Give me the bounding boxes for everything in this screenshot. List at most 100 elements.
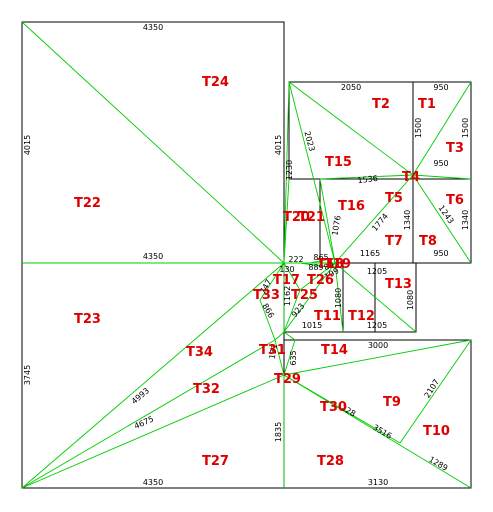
triangle-label-t33: T33	[253, 288, 280, 303]
triangle-label-t31: T31	[259, 343, 286, 358]
triangle-label-t24: T24	[202, 75, 229, 90]
tri-edge	[283, 331, 296, 341]
dim-label: 635	[289, 350, 298, 365]
tri-edge	[283, 81, 290, 264]
dim-label: 3000	[368, 341, 388, 350]
dim-label: 2107	[423, 378, 441, 400]
dim-label: 4993	[130, 386, 151, 406]
outline-rectangles	[21, 21, 472, 489]
dim-label: 889	[308, 263, 323, 272]
triangle-label-t27: T27	[202, 454, 229, 469]
dim-label: 950	[433, 249, 448, 258]
tri-edge	[334, 174, 414, 264]
dim-label: 4350	[143, 252, 163, 261]
dim-label: 1076	[330, 215, 342, 237]
dimension-labels: 4350 4015 4015 4350 2050 950 1500 1500 9…	[23, 23, 470, 487]
dim-label: 950	[433, 83, 448, 92]
tri-edge	[21, 262, 285, 489]
dim-label: 1774	[370, 212, 390, 233]
dim-label: 2050	[341, 83, 361, 92]
triangle-label-t7: T7	[385, 234, 403, 249]
triangle-label-t12: T12	[348, 309, 375, 324]
dim-label: 865	[313, 253, 328, 262]
triangle-label-t11: T11	[314, 309, 341, 324]
tri-edge	[319, 174, 414, 180]
tri-edge	[259, 262, 285, 301]
dim-label: 80	[322, 259, 335, 272]
triangle-label-t30: T30	[320, 400, 347, 415]
tri-edge	[283, 339, 472, 376]
triangle-label-t3: T3	[446, 141, 464, 156]
dim-label: 3745	[23, 365, 32, 385]
dim-label: 1015	[302, 321, 322, 330]
tri-edge	[288, 81, 414, 176]
triangle-label-t29: T29	[274, 372, 301, 387]
tri-edge	[21, 339, 276, 489]
dim-label: 3130	[368, 478, 388, 487]
dim-label: 130	[279, 265, 294, 274]
tri-edge	[412, 174, 472, 180]
dim-label: 4675	[133, 414, 155, 431]
tri-edge	[274, 331, 285, 341]
dim-label: 1536	[357, 174, 378, 185]
triangle-label-t2: T2	[372, 97, 390, 112]
dim-label: 1165	[360, 249, 380, 258]
dim-label: 1340	[461, 210, 470, 230]
dim-label: 1205	[367, 321, 387, 330]
dim-label: 950	[433, 159, 448, 168]
dim-label: 1080	[334, 288, 343, 308]
dim-label: 1289	[427, 455, 449, 473]
triangle-label-t28: T28	[317, 454, 344, 469]
tri-edge	[21, 374, 285, 489]
tri-edge	[21, 21, 285, 264]
triangle-label-t8: T8	[419, 234, 437, 249]
triangle-label-t22: T22	[74, 196, 101, 211]
dim-label: 131	[268, 343, 280, 360]
dim-label: 1230	[285, 160, 294, 180]
triangle-label-t34: T34	[186, 345, 213, 360]
tri-edge	[334, 262, 344, 333]
triangle-label-t17: T17	[273, 273, 300, 288]
tri-edge	[299, 262, 336, 269]
dim-label: 4350	[143, 478, 163, 487]
tri-edge	[283, 289, 301, 333]
dim-label: 3516	[371, 423, 393, 441]
tri-edge	[334, 262, 417, 333]
triangle-label-t4: T4	[402, 170, 420, 185]
dim-label: 1205	[367, 267, 387, 276]
triangle-label-t19: T19	[324, 257, 351, 272]
tri-edge	[283, 339, 296, 376]
triangle-label-t16: T16	[338, 199, 365, 214]
triangle-label-t6: T6	[446, 193, 464, 208]
triangle-label-t26: T26	[307, 273, 334, 288]
dim-label: 4350	[143, 23, 163, 32]
dim-label: 222	[288, 255, 303, 264]
dim-label: 1500	[414, 118, 423, 138]
triangle-label-t9: T9	[383, 395, 401, 410]
triangle-label-t13: T13	[385, 277, 412, 292]
tri-edge	[283, 262, 301, 291]
tri-edge	[283, 178, 290, 264]
triangle-labels: T1 T2 T3 T4 T5 T6 T7 T8 T9 T10 T11 T12 T…	[74, 75, 464, 469]
tri-edge	[283, 262, 336, 333]
tri-edge	[288, 81, 336, 264]
triangle-label-t1: T1	[418, 97, 436, 112]
dim-label: 4015	[274, 135, 283, 155]
dim-label: 1080	[406, 290, 415, 310]
tri-edge	[274, 339, 285, 376]
tri-edge	[399, 339, 472, 444]
triangle-label-t5: T5	[385, 191, 403, 206]
triangle-label-t15: T15	[325, 155, 352, 170]
tri-edge	[319, 178, 336, 264]
tri-edge	[283, 374, 401, 444]
triangle-label-t14: T14	[321, 343, 348, 358]
tri-edge	[309, 257, 336, 264]
tri-edge	[412, 81, 472, 176]
dim-label: 1500	[461, 118, 470, 138]
tri-edge	[412, 174, 472, 264]
triangle-label-t25: T25	[291, 288, 318, 303]
dim-label: 1162	[283, 286, 292, 306]
triangle-label-t18: T18	[317, 257, 344, 272]
dim-label: 866	[260, 302, 275, 320]
